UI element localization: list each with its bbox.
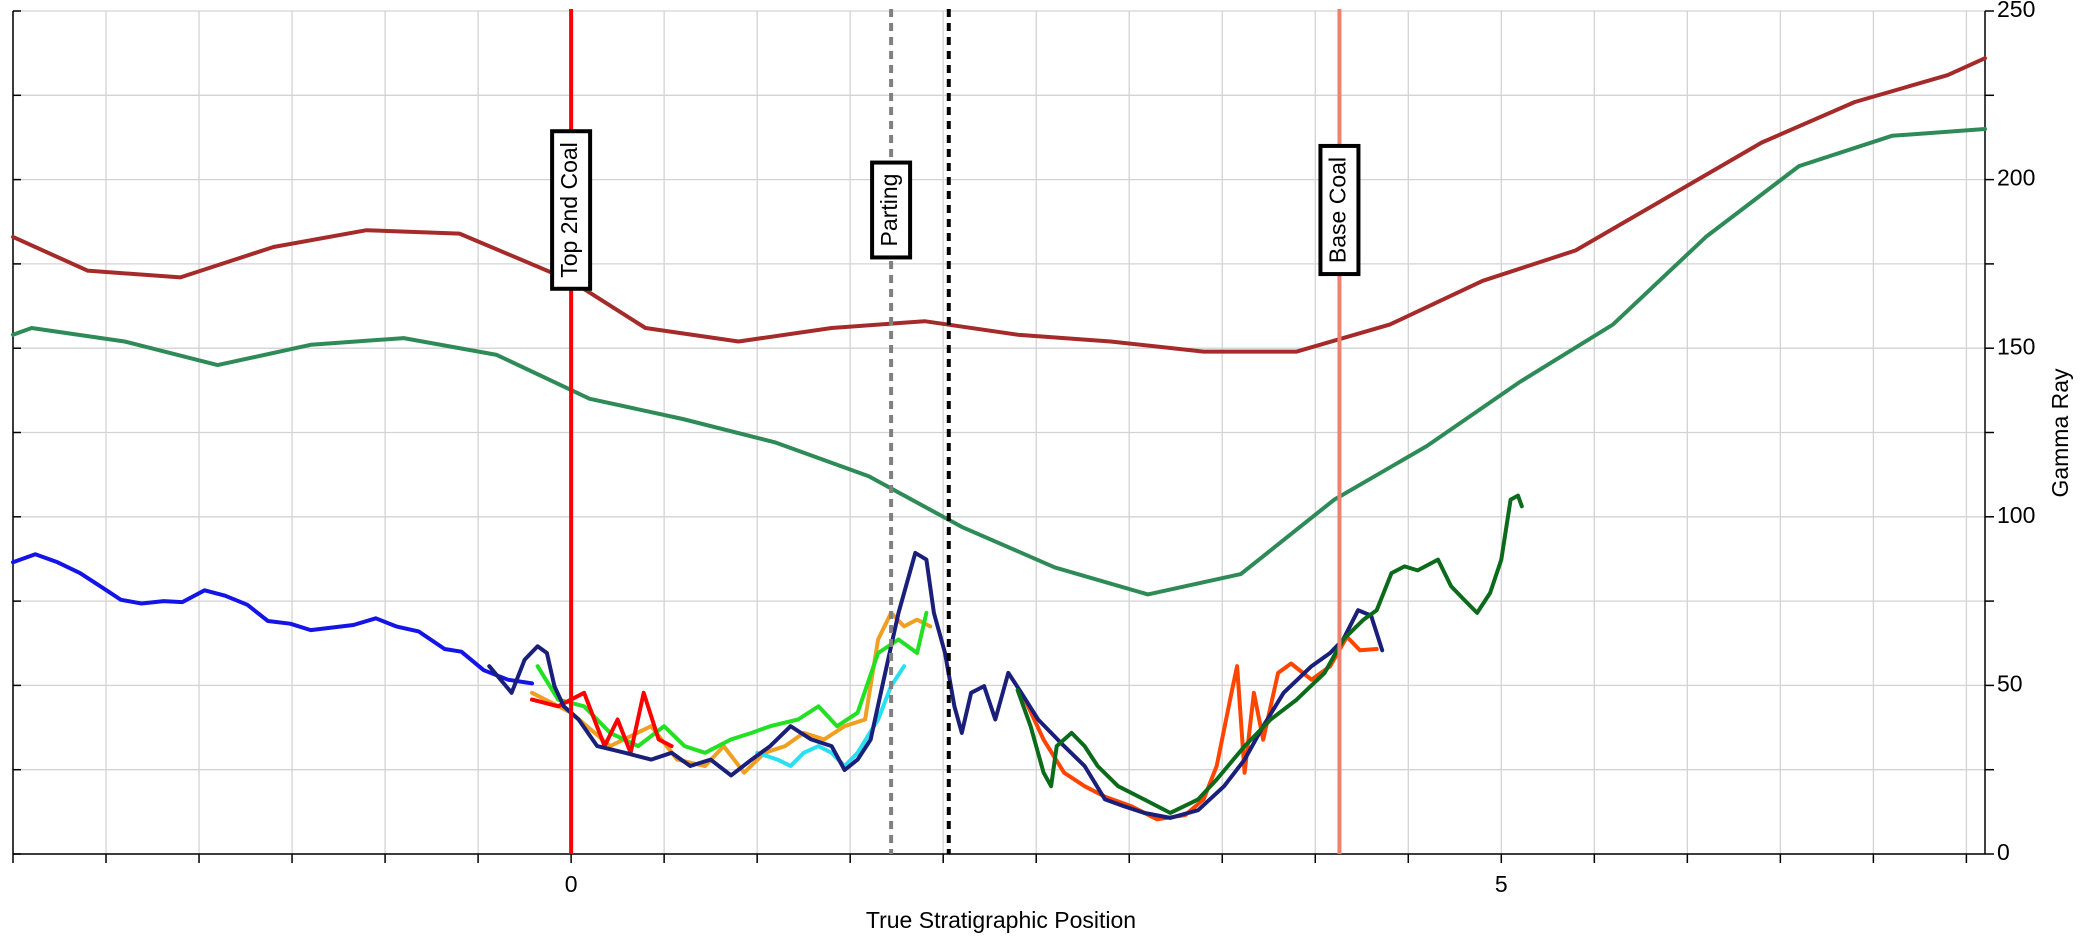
marker-label-box <box>550 129 593 291</box>
x-tick-label: 0 <box>565 871 578 897</box>
series-line <box>11 56 1987 354</box>
series-line <box>11 127 1987 597</box>
y-tick-label: 0 <box>1997 839 2010 865</box>
series-line <box>1023 634 1379 822</box>
y-tick-label: 100 <box>1997 502 2035 528</box>
y-tick-label: 50 <box>1997 670 2023 696</box>
marker-label-box <box>870 160 913 260</box>
y-tick-label: 150 <box>1997 333 2035 359</box>
marker-label: Parting <box>876 174 902 247</box>
series-line <box>530 610 933 775</box>
series-line <box>530 690 674 755</box>
series-line <box>1015 493 1524 815</box>
y-axis-title: Gamma Ray <box>2047 368 2073 498</box>
series-line <box>755 664 907 768</box>
x-axis-title: True Stratigraphic Position <box>866 907 1136 933</box>
marker-label: Top 2nd Coal <box>556 142 582 278</box>
y-tick-label: 200 <box>1997 165 2035 191</box>
marker-label: Base Coal <box>1325 157 1351 263</box>
y-tick-label: 250 <box>1997 0 2035 22</box>
x-tick-label: 5 <box>1495 871 1508 897</box>
marker-label-box <box>1318 143 1361 277</box>
series-line <box>11 552 534 686</box>
series-line <box>487 550 1385 820</box>
